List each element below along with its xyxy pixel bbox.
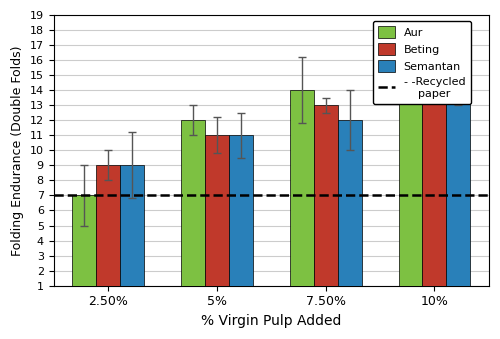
Bar (205, 135, 229, 301)
Bar (96, 165, 120, 301)
Bar (290, 90, 314, 301)
Bar (120, 165, 144, 301)
Y-axis label: Folding Endurance (Double Folds): Folding Endurance (Double Folds) (11, 45, 24, 256)
Bar (446, 90, 470, 301)
Recycled
paper (214, 194, 220, 198)
Bar (398, 75, 422, 301)
Bar (338, 120, 361, 301)
Bar (314, 105, 338, 301)
Bar (181, 120, 205, 301)
Recycled
paper (105, 194, 111, 198)
Bar (422, 75, 446, 301)
X-axis label: % Virgin Pulp Added: % Virgin Pulp Added (201, 314, 342, 328)
Bar (229, 135, 252, 301)
Bar (72, 196, 96, 301)
Legend: Aur, Beting, Semantan, - -Recycled
    paper: Aur, Beting, Semantan, - -Recycled paper (372, 21, 471, 104)
